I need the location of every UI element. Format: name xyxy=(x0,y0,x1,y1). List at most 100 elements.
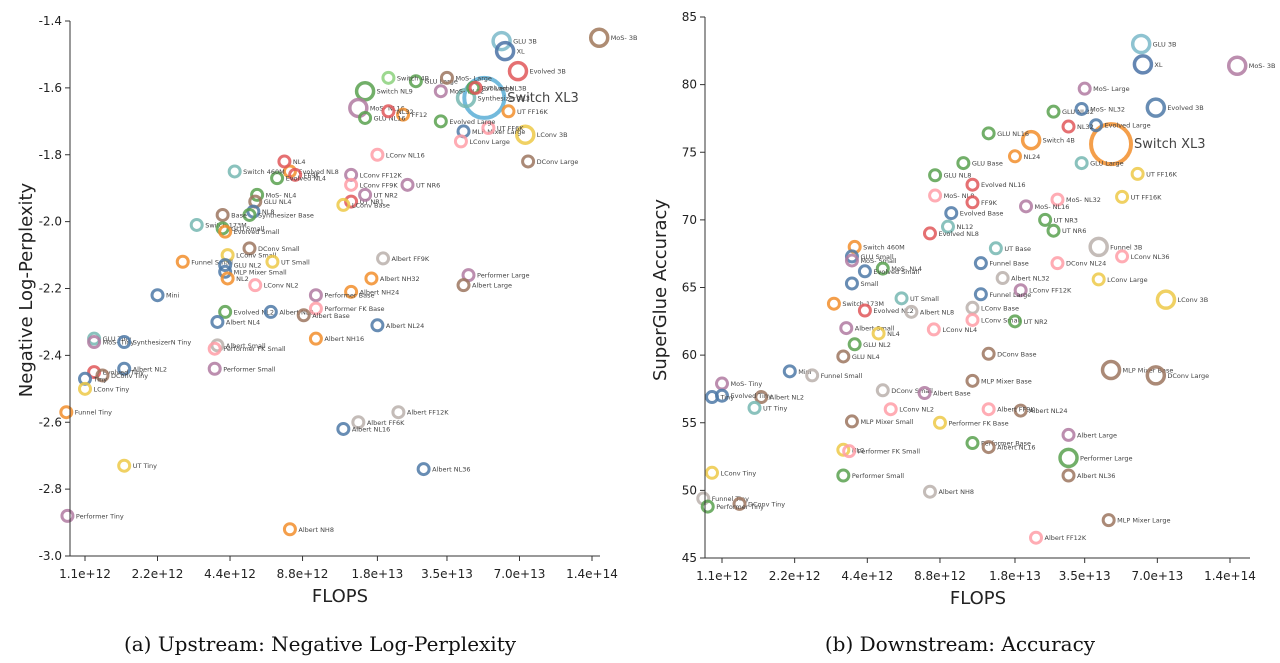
point-label: LConv Tiny xyxy=(721,469,757,477)
point-label: Funnel Large xyxy=(989,291,1031,299)
scatter-point xyxy=(956,156,971,171)
scatter-point xyxy=(494,40,516,62)
point-label: UT NR3 xyxy=(1054,216,1078,224)
scatter-point xyxy=(883,402,898,417)
point-label: NL32 xyxy=(1077,123,1094,131)
scatter-point xyxy=(282,522,297,537)
point-label: Evolved Tiny xyxy=(731,392,772,400)
scatter-point xyxy=(965,195,980,210)
y-tick-label: 85 xyxy=(682,10,697,24)
point-label: DConv Small xyxy=(891,387,933,395)
point-label: NL8 xyxy=(262,208,275,216)
scatter-point xyxy=(400,177,415,192)
x-tick-label: 1.8e+13 xyxy=(352,567,404,581)
point-label: MoS- NL16 xyxy=(370,104,405,112)
point-label: Albert NL16 xyxy=(352,425,390,433)
point-label: XL xyxy=(1154,61,1162,69)
scatter-point xyxy=(218,304,233,319)
scatter-point xyxy=(917,385,932,400)
y-tick-label: 75 xyxy=(682,145,697,159)
scatter-point xyxy=(308,301,323,316)
point-label: GLU NL2 xyxy=(234,262,262,270)
scatter-point xyxy=(218,258,233,273)
scatter-point xyxy=(455,87,477,109)
point-label: LConv Large xyxy=(1107,276,1147,284)
point-label: Evolved NL8 xyxy=(298,168,338,176)
scatter-point xyxy=(705,390,720,405)
point-label: FF9K xyxy=(304,171,321,179)
scatter-point xyxy=(308,288,323,303)
point-label: Albert NL2 xyxy=(133,365,167,373)
point-label: Albert Large xyxy=(472,282,512,290)
point-label: Evolved Small xyxy=(873,268,919,276)
scatter-point xyxy=(1074,156,1089,171)
point-label: GLU NL16 xyxy=(374,114,406,122)
scatter-point xyxy=(117,361,132,376)
scatter-point xyxy=(1007,149,1022,164)
point-label: MLP Mixer Base xyxy=(981,377,1032,385)
scatter-point xyxy=(515,124,536,145)
point-label: Evolved Large xyxy=(1105,122,1151,130)
point-label: Albert NL2 xyxy=(770,394,804,402)
scatter-point xyxy=(468,80,483,95)
scatter-point xyxy=(981,402,996,417)
scatter-point xyxy=(150,288,165,303)
point-label: Performer Large xyxy=(477,272,530,280)
point-label: Performer FK Base xyxy=(948,419,1008,427)
point-label: Performer FK Base xyxy=(324,305,384,313)
point-label: Albert FF12K xyxy=(1045,534,1087,542)
point-label: LConv NL2 xyxy=(899,406,934,414)
x-tick-label: 8.8e+12 xyxy=(277,567,329,581)
scatter-point xyxy=(416,462,431,477)
scatter-point xyxy=(844,253,859,268)
y-tick-label: -2.0 xyxy=(39,215,62,229)
point-label: MoS- Large xyxy=(455,74,491,82)
point-label: UT FF16K xyxy=(517,108,549,116)
scatter-point xyxy=(344,284,359,299)
scatter-point xyxy=(117,335,132,349)
scatter-point xyxy=(1046,104,1061,119)
point-label: GLU Base xyxy=(972,160,1003,168)
scatter-point xyxy=(1100,359,1122,381)
point-label: GLU Small xyxy=(860,253,893,261)
scatter-point xyxy=(1007,314,1022,329)
scatter-point xyxy=(358,110,373,125)
point-label: Performer Base xyxy=(324,292,374,300)
point-label: Evolved NL3B xyxy=(482,84,527,92)
point-label: UT NR6 xyxy=(416,181,440,189)
y-tick-label: 65 xyxy=(682,281,697,295)
scatter-point xyxy=(220,271,235,286)
scatter-point xyxy=(521,154,536,169)
scatter-point xyxy=(351,415,366,430)
point-label: MoS- NL32 xyxy=(1090,105,1125,113)
point-label: UT Base xyxy=(1004,245,1031,253)
scatter-point xyxy=(453,134,468,149)
point-label: NL4 xyxy=(293,158,306,166)
scatter-point xyxy=(588,27,610,48)
scatter-point xyxy=(207,341,222,356)
right-y-axis-title: SuperGlue Accuracy xyxy=(650,199,671,381)
scatter-point xyxy=(988,241,1003,256)
scatter-point xyxy=(1089,118,1104,133)
point-label: MoS- Tiny xyxy=(731,380,763,388)
scatter-point xyxy=(715,376,729,391)
point-label: Funnel Small xyxy=(821,372,863,380)
point-label: Small xyxy=(860,280,878,288)
scatter-point xyxy=(965,177,980,192)
scatter-point xyxy=(1130,33,1152,55)
point-label: Mini xyxy=(166,292,180,300)
scatter-point xyxy=(875,383,890,398)
point-label: GLU NL16 xyxy=(997,130,1029,138)
left-x-axis-title: FLOPS xyxy=(312,586,368,607)
point-label: Performer Tiny xyxy=(716,503,764,511)
scatter-point xyxy=(926,322,941,337)
point-label: MoS- NL4 xyxy=(266,191,297,199)
scatter-point xyxy=(1145,365,1167,386)
left-plot-area: Switch XL3 MoS- 3B GLU 3B XL Evolved 3B LConv… xyxy=(59,27,637,537)
point-label: Performer Small xyxy=(223,365,275,373)
y-tick-label: -2.2 xyxy=(39,282,62,296)
x-tick-label: 1.8e+13 xyxy=(989,569,1041,583)
scatter-point xyxy=(965,436,980,451)
point-label: Evolved NL2 xyxy=(873,307,913,315)
point-label: LConv Large xyxy=(469,138,509,146)
